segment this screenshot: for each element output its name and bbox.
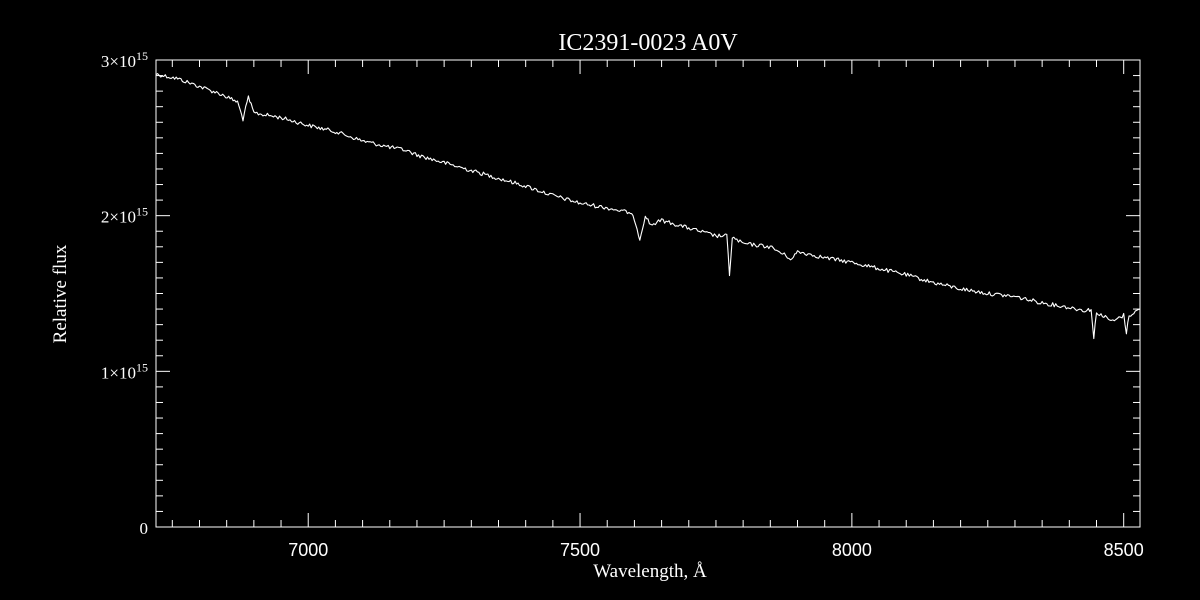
x-tick-label: 7000	[288, 540, 328, 560]
axes: 7000 7500 8000 8500 0 1×1015 2×1015 3×1015	[101, 49, 1144, 560]
chart-title: IC2391-0023 A0V	[558, 30, 738, 56]
x-tick-label: 8500	[1104, 540, 1144, 560]
series-layer	[155, 73, 1141, 340]
x-tick-label: 7500	[560, 540, 600, 560]
y-tick-label: 2×1015	[101, 205, 148, 227]
plot-frame	[155, 59, 1141, 528]
spectrum-line	[155, 73, 1141, 340]
y-tick-label: 1×1015	[101, 360, 148, 382]
y-axis-label: Relative flux	[50, 244, 71, 343]
y-tick-label: 3×1015	[101, 49, 148, 71]
x-tick-label: 8000	[832, 540, 872, 560]
y-tick-label: 0	[140, 519, 149, 538]
x-axis-label: Wavelength, Å	[593, 561, 707, 582]
